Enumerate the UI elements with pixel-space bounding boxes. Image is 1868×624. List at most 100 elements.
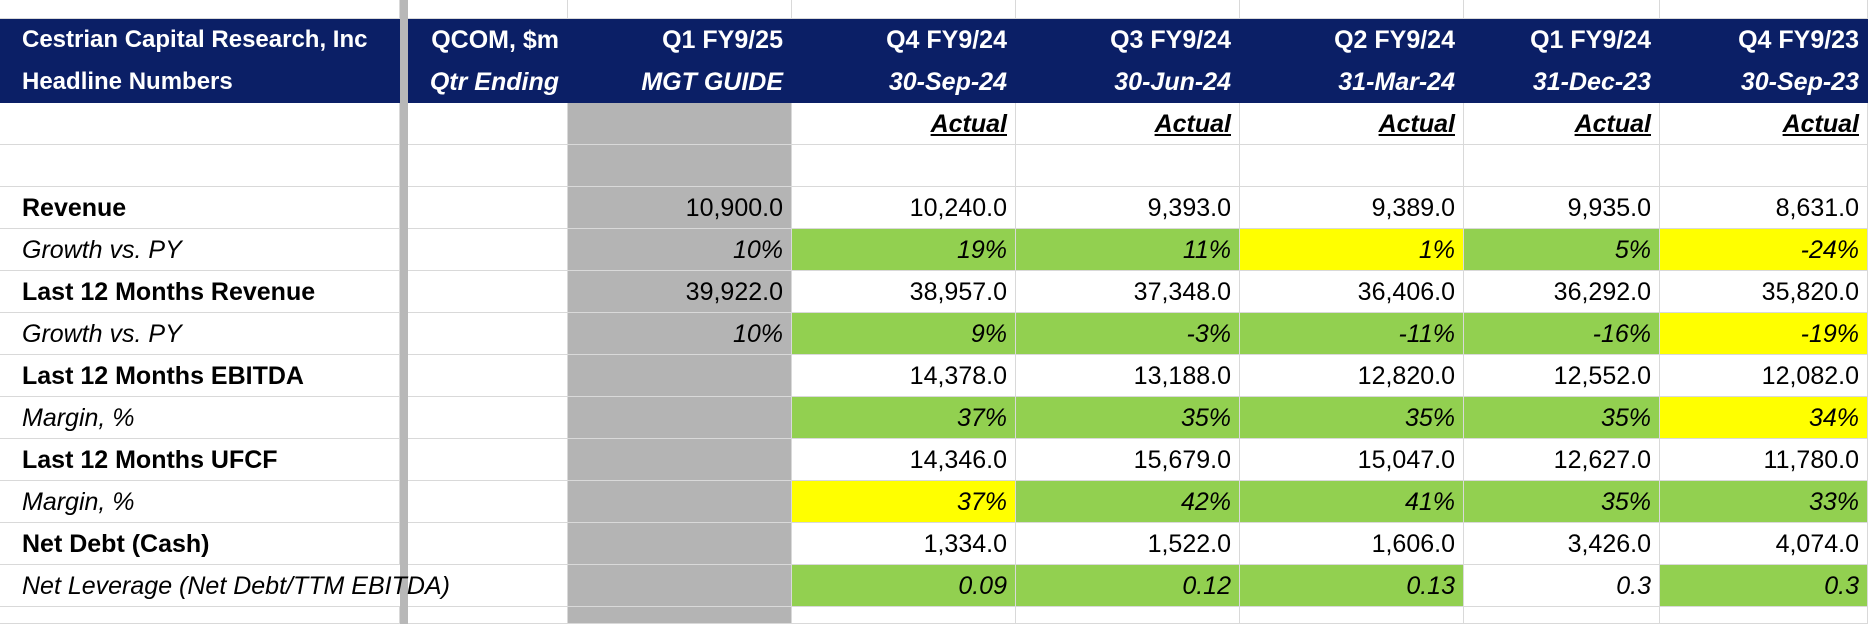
actual-label[interactable]: Actual (1016, 103, 1240, 145)
value-cell[interactable]: 12,082.0 (1660, 355, 1868, 397)
cell-empty[interactable] (408, 313, 568, 355)
value-cell[interactable]: 15,679.0 (1016, 439, 1240, 481)
value-cell[interactable]: 12,627.0 (1464, 439, 1660, 481)
value-cell[interactable]: 37% (792, 481, 1016, 523)
header-col-q4fy23[interactable]: Q4 FY9/23 (1660, 19, 1868, 61)
value-cell[interactable]: -24% (1660, 229, 1868, 271)
cell-empty[interactable] (408, 103, 568, 145)
row-label[interactable]: Margin, % (0, 397, 400, 439)
value-cell[interactable]: 3,426.0 (1464, 523, 1660, 565)
cell-empty[interactable] (1240, 607, 1464, 624)
value-cell[interactable]: 0.3 (1660, 565, 1868, 607)
value-cell[interactable]: 11% (1016, 229, 1240, 271)
cell-empty[interactable] (408, 481, 568, 523)
cell-guide-blank[interactable] (568, 145, 792, 187)
row-label[interactable]: Growth vs. PY (0, 313, 400, 355)
actual-label[interactable]: Actual (1240, 103, 1464, 145)
cell-empty[interactable] (408, 0, 568, 19)
actual-label[interactable]: Actual (792, 103, 1016, 145)
value-cell[interactable]: 36,406.0 (1240, 271, 1464, 313)
freeze-pane-divider[interactable] (400, 0, 408, 624)
cell-empty[interactable] (1240, 0, 1464, 19)
value-cell[interactable]: 19% (792, 229, 1016, 271)
cell-empty[interactable] (408, 271, 568, 313)
value-cell[interactable]: 35% (1464, 397, 1660, 439)
cell-empty[interactable] (792, 145, 1016, 187)
header-col-q4fy24[interactable]: Q4 FY9/24 (792, 19, 1016, 61)
value-cell[interactable]: 4,074.0 (1660, 523, 1868, 565)
value-cell[interactable]: 38,957.0 (792, 271, 1016, 313)
value-cell[interactable]: 35% (1464, 481, 1660, 523)
cell-empty[interactable] (408, 523, 568, 565)
cell-empty[interactable] (0, 0, 400, 19)
value-cell[interactable]: 10,900.0 (568, 187, 792, 229)
cell-empty[interactable] (0, 103, 400, 145)
value-cell[interactable]: 9,389.0 (1240, 187, 1464, 229)
cell-empty[interactable] (408, 355, 568, 397)
row-label[interactable]: Margin, % (0, 481, 400, 523)
value-cell[interactable]: 35% (1016, 397, 1240, 439)
cell-empty[interactable] (1660, 607, 1868, 624)
value-cell[interactable]: 41% (1240, 481, 1464, 523)
cell-empty[interactable] (408, 439, 568, 481)
value-cell[interactable]: 34% (1660, 397, 1868, 439)
cell-empty[interactable] (1464, 607, 1660, 624)
cell-empty[interactable] (1016, 0, 1240, 19)
header-ticker[interactable]: QCOM, $m (408, 19, 568, 61)
value-cell[interactable] (568, 523, 792, 565)
row-label[interactable]: Last 12 Months Revenue (0, 271, 400, 313)
cell-empty[interactable] (408, 229, 568, 271)
row-label[interactable]: Growth vs. PY (0, 229, 400, 271)
cell-empty[interactable] (1240, 145, 1464, 187)
cell-empty[interactable] (1016, 607, 1240, 624)
value-cell[interactable]: 0.09 (792, 565, 1016, 607)
actual-label[interactable]: Actual (1464, 103, 1660, 145)
cell-empty[interactable] (408, 607, 568, 624)
value-cell[interactable]: 35,820.0 (1660, 271, 1868, 313)
value-cell[interactable] (568, 565, 792, 607)
value-cell[interactable] (568, 355, 792, 397)
cell-empty[interactable] (1660, 0, 1868, 19)
value-cell[interactable]: 1,606.0 (1240, 523, 1464, 565)
row-label[interactable]: Last 12 Months UFCF (0, 439, 400, 481)
value-cell[interactable]: 0.13 (1240, 565, 1464, 607)
value-cell[interactable]: -11% (1240, 313, 1464, 355)
value-cell[interactable]: -16% (1464, 313, 1660, 355)
value-cell[interactable]: 15,047.0 (1240, 439, 1464, 481)
value-cell[interactable]: 8,631.0 (1660, 187, 1868, 229)
cell-empty[interactable] (1464, 145, 1660, 187)
value-cell[interactable]: 1% (1240, 229, 1464, 271)
value-cell[interactable]: 10% (568, 313, 792, 355)
cell-empty[interactable] (792, 0, 1016, 19)
value-cell[interactable]: -3% (1016, 313, 1240, 355)
value-cell[interactable]: 9% (792, 313, 1016, 355)
value-cell[interactable] (568, 439, 792, 481)
cell-empty[interactable] (1016, 145, 1240, 187)
row-label[interactable]: Revenue (0, 187, 400, 229)
cell-empty[interactable] (568, 0, 792, 19)
cell-empty[interactable] (0, 145, 400, 187)
header-col-q3fy24[interactable]: Q3 FY9/24 (1016, 19, 1240, 61)
value-cell[interactable] (568, 397, 792, 439)
header-col-q2fy24[interactable]: Q2 FY9/24 (1240, 19, 1464, 61)
row-label[interactable]: Last 12 Months EBITDA (0, 355, 400, 397)
cell-empty[interactable] (1464, 0, 1660, 19)
value-cell[interactable]: 5% (1464, 229, 1660, 271)
value-cell[interactable]: 33% (1660, 481, 1868, 523)
cell-empty[interactable] (792, 607, 1016, 624)
value-cell[interactable] (568, 481, 792, 523)
header-date-1[interactable]: 30-Sep-24 (792, 61, 1016, 103)
cell-empty[interactable] (408, 145, 568, 187)
header-subtitle[interactable]: Headline Numbers (0, 61, 400, 103)
value-cell[interactable]: 37,348.0 (1016, 271, 1240, 313)
header-col-guide[interactable]: Q1 FY9/25 (568, 19, 792, 61)
cell-empty[interactable] (408, 565, 568, 607)
value-cell[interactable]: 10% (568, 229, 792, 271)
value-cell[interactable]: 14,346.0 (792, 439, 1016, 481)
header-qtr-ending[interactable]: Qtr Ending (408, 61, 568, 103)
value-cell[interactable]: 35% (1240, 397, 1464, 439)
value-cell[interactable]: 14,378.0 (792, 355, 1016, 397)
header-company[interactable]: Cestrian Capital Research, Inc (0, 19, 400, 61)
cell-empty[interactable] (408, 187, 568, 229)
value-cell[interactable]: 39,922.0 (568, 271, 792, 313)
